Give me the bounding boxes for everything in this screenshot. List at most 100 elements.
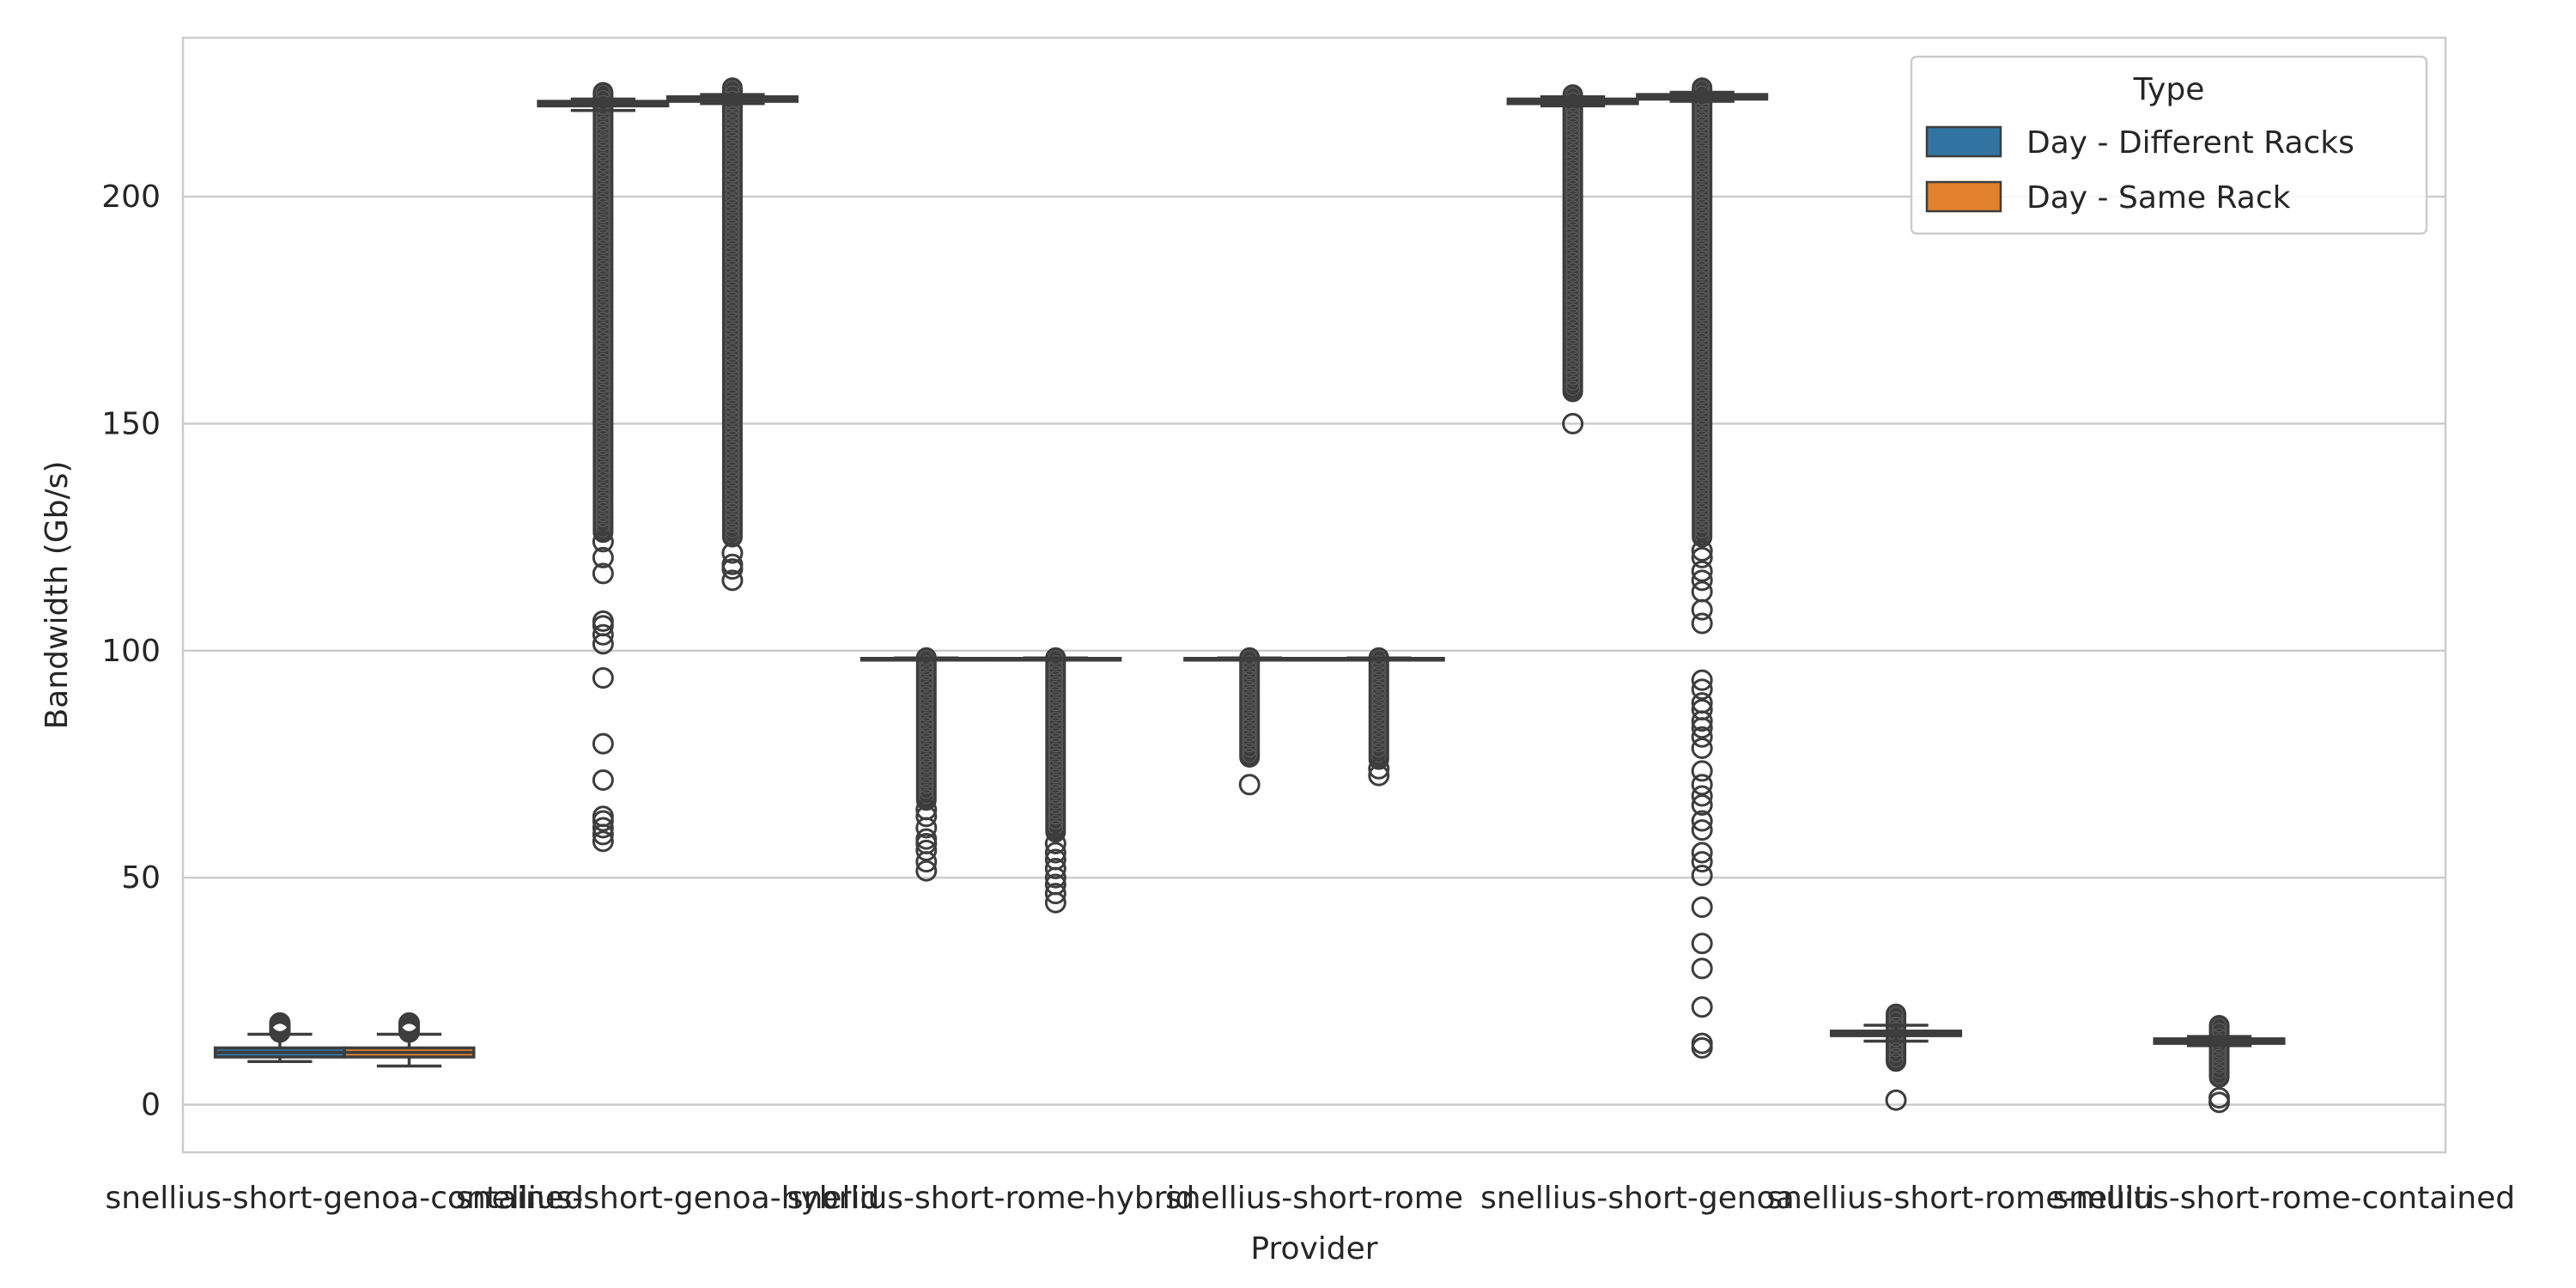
outlier-point (725, 204, 740, 219)
outlier-point (595, 280, 611, 296)
outlier-point (1565, 195, 1581, 210)
outlier-point (1694, 281, 1710, 296)
outlier-point (595, 471, 611, 487)
x-tick-label: snellius-short-rome-multi (1766, 1181, 2154, 1216)
x-tick-labels: snellius-short-genoa-contained snellius-s… (106, 1181, 2516, 1216)
outlier-point (1371, 732, 1387, 748)
legend-swatch (1925, 180, 2002, 213)
outlier-point (595, 295, 611, 312)
outlier-point (595, 141, 611, 157)
outlier-point (1565, 159, 1581, 174)
outlier-point (721, 553, 744, 575)
outlier-point (919, 681, 934, 696)
outlier-point (725, 240, 740, 255)
outlier-point (1242, 717, 1257, 732)
box (989, 647, 1122, 914)
outlier-point (725, 116, 740, 131)
outlier-point (1565, 380, 1581, 396)
outlier-point (1694, 492, 1710, 507)
outlier-point (595, 373, 611, 389)
outlier-point (1242, 738, 1257, 753)
outlier-point (1694, 394, 1710, 410)
outlier-point (725, 471, 740, 487)
outlier-point (1048, 717, 1063, 732)
outlier-band (1045, 647, 1066, 843)
outlier-point (725, 497, 740, 513)
outlier-point (1565, 154, 1581, 169)
outlier-point (919, 743, 934, 758)
outlier-point (725, 317, 740, 332)
outlier-point (1371, 738, 1387, 753)
outlier-point (725, 322, 740, 337)
outlier-point (1694, 245, 1710, 260)
outlier-point (1242, 665, 1257, 681)
outlier-point (1565, 349, 1581, 365)
outlier-point (919, 779, 934, 794)
outlier-point (1694, 229, 1710, 245)
outlier-point (725, 301, 740, 317)
outlier-point (1048, 686, 1063, 702)
outlier-point (1694, 337, 1710, 353)
outlier-point (1694, 507, 1710, 523)
outlier-point (1048, 681, 1063, 696)
legend-label: Day - Same Rack (2026, 180, 2291, 216)
outlier-point (1565, 375, 1581, 391)
legend-item: Day - Same Rack (1925, 180, 2291, 216)
outlier-point (1371, 686, 1387, 702)
box (1636, 77, 1769, 1059)
outlier-point (915, 860, 938, 882)
outlier-point (725, 137, 740, 152)
outlier-point (1694, 368, 1710, 384)
outlier-point (1048, 758, 1063, 774)
outlier-point (595, 450, 611, 466)
outlier-point (1694, 214, 1710, 229)
outlier-point (1242, 655, 1257, 671)
outlier-point (1694, 420, 1710, 435)
outlier-point (1691, 726, 1713, 748)
outlier-point (725, 502, 740, 518)
outlier-point (1694, 209, 1710, 224)
box (1506, 84, 1639, 434)
outlier-point (1371, 655, 1387, 671)
x-tick-label: snellius-short-genoa-contained (106, 1181, 584, 1216)
box (860, 647, 993, 882)
box (2153, 1014, 2286, 1114)
outlier-point (595, 125, 611, 142)
outlier-point (595, 414, 611, 430)
outlier-point (1694, 374, 1710, 389)
outlier-point (595, 460, 611, 477)
outlier-point (725, 518, 740, 533)
outlier-point (725, 430, 740, 446)
outlier-point (595, 167, 611, 183)
outlier-point (1691, 737, 1713, 759)
outlier-point (595, 182, 611, 198)
outlier-point (725, 167, 740, 183)
outlier-point (1242, 676, 1257, 691)
legend: Type Day - Different Racks Day - Same Rac… (1910, 55, 2428, 235)
outlier-point (1694, 404, 1710, 420)
box (665, 77, 799, 592)
outlier-point (595, 131, 611, 147)
outlier-point (725, 234, 740, 250)
y-tick-labels: 0 50 100 150 200 (101, 179, 161, 1122)
outlier-point (595, 347, 611, 363)
outlier-point (592, 732, 614, 755)
outlier-point (1565, 360, 1581, 375)
outlier-point (1044, 858, 1066, 880)
outlier-point (725, 404, 740, 420)
outlier-point (919, 712, 934, 727)
outlier-point (1691, 569, 1713, 592)
outlier-point (1691, 612, 1713, 635)
outlier-point (919, 769, 934, 784)
outlier-point (1368, 764, 1390, 787)
box (1830, 1003, 1963, 1111)
outlier-point (1565, 308, 1581, 324)
outlier-point (595, 522, 611, 538)
outlier-point (595, 419, 611, 435)
outlier-point (1691, 864, 1713, 886)
outlier-point (919, 722, 934, 738)
outlier-point (1048, 712, 1063, 727)
outlier-point (725, 477, 740, 492)
outlier-point (595, 429, 611, 446)
outlier-point (1565, 293, 1581, 308)
